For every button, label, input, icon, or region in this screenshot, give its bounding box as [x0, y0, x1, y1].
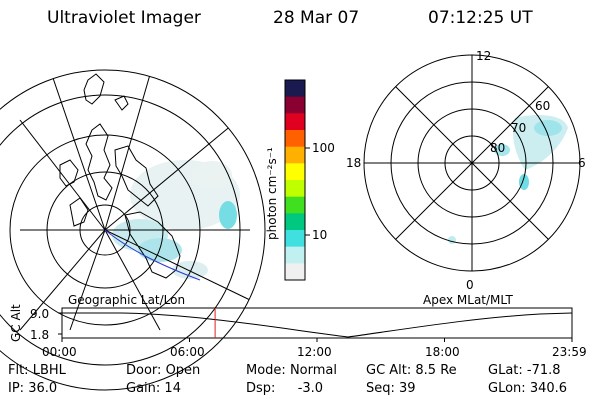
- glat-label: GLat:: [488, 363, 523, 378]
- door-value: Open: [165, 363, 201, 378]
- gain-value: 14: [164, 381, 181, 396]
- altitude-curve: [62, 312, 573, 338]
- ip-value: 36.0: [28, 381, 58, 396]
- dsp-label: Dsp:: [246, 381, 276, 396]
- colorbar-stripe: [285, 180, 305, 198]
- app-title: Ultraviolet Imager: [47, 8, 201, 28]
- colorbar-tick-100: 100: [312, 141, 335, 155]
- colorbar-stripes: [285, 80, 305, 281]
- timeline-ytick-low: 1.8: [30, 328, 49, 342]
- glat-field: GLat: -71.8: [488, 363, 561, 378]
- mlt-spokes: [364, 55, 580, 271]
- left-map-caption: Geographic Lat/Lon: [68, 293, 185, 307]
- timeline-xtick-3: 18:00: [425, 345, 460, 359]
- timeline-xtick-4: 23:59: [552, 345, 587, 359]
- mlat-label-60: 60: [535, 99, 550, 113]
- seq-label: Seq:: [366, 381, 395, 396]
- colorbar: 100 10 photon cm⁻²s⁻¹: [265, 79, 335, 281]
- coastlines: [59, 73, 181, 279]
- mlt-label-6: 6: [578, 156, 586, 170]
- time-label: 07:12:25 UT: [428, 8, 533, 28]
- colorbar-stripe: [285, 213, 305, 231]
- seq-value: 39: [399, 381, 416, 396]
- map-limb: [0, 69, 266, 391]
- mlat-label-80: 80: [490, 141, 505, 155]
- gcalt-value: 8.5 Re: [415, 363, 457, 378]
- colorbar-tick-10: 10: [312, 228, 327, 242]
- colorbar-stripe: [285, 246, 305, 264]
- mode-field: Mode: Normal: [246, 363, 337, 378]
- door-field: Door: Open: [126, 363, 200, 378]
- mlt-label-12: 12: [476, 49, 491, 63]
- timeline-xtick-0: 00:00: [42, 345, 77, 359]
- colorbar-unit-label: photon cm⁻²s⁻¹: [265, 147, 279, 240]
- apex-map: [363, 54, 581, 272]
- gcalt-field: GC Alt: 8.5 Re: [366, 363, 457, 378]
- timeline-frame: [61, 307, 573, 339]
- colorbar-stripe: [285, 113, 305, 131]
- door-label: Door:: [126, 363, 162, 378]
- geographic-map: [0, 69, 266, 391]
- glon-value: 340.6: [529, 381, 568, 396]
- mlat-label-70: 70: [511, 121, 526, 135]
- colorbar-stripe: [285, 196, 305, 214]
- dsp-value: -3.0: [297, 381, 324, 396]
- gain-label: Gain:: [126, 381, 161, 396]
- mode-value: Normal: [289, 363, 337, 378]
- colorbar-stripe: [285, 230, 305, 248]
- colorbar-stripe: [285, 146, 305, 164]
- ip-field: IP: 36.0: [8, 381, 57, 396]
- mlt-label-18: 18: [346, 156, 361, 170]
- aurora-emission-right: [448, 115, 568, 244]
- colorbar-stripe: [285, 96, 305, 114]
- colorbar-stripe: [285, 80, 305, 98]
- orbit-track: [104, 229, 201, 281]
- timeline-ylabel: GC Alt: [9, 304, 23, 342]
- glon-label: GLon:: [488, 381, 526, 396]
- glat-value: -71.8: [526, 363, 561, 378]
- flt-label: Flt:: [8, 363, 29, 378]
- colorbar-frame: [284, 79, 306, 281]
- altitude-timeline: [58, 307, 573, 342]
- flt-field: Flt: LBHL: [8, 363, 66, 378]
- glon-field: GLon: 340.6: [488, 381, 567, 396]
- timeline-xtick-1: 06:00: [170, 345, 205, 359]
- mlt-label-0: 0: [466, 278, 474, 292]
- date-label: 28 Mar 07: [273, 8, 360, 28]
- mode-label: Mode:: [246, 363, 286, 378]
- timeline-ytick-high: 9.0: [30, 307, 49, 321]
- aurora-emission-left: [112, 160, 240, 279]
- gcalt-label: GC Alt:: [366, 363, 412, 378]
- dsp-field: Dsp: -3.0: [246, 381, 323, 396]
- right-map-caption: Apex MLat/MLT: [423, 293, 513, 307]
- colorbar-stripe: [285, 130, 305, 148]
- flt-value: LBHL: [32, 363, 66, 378]
- timeline-xtick-2: 12:00: [297, 345, 332, 359]
- colorbar-stripe: [285, 263, 305, 281]
- colorbar-stripe: [285, 163, 305, 181]
- seq-field: Seq: 39: [366, 381, 416, 396]
- ip-label: IP:: [8, 381, 25, 396]
- gain-field: Gain: 14: [126, 381, 181, 396]
